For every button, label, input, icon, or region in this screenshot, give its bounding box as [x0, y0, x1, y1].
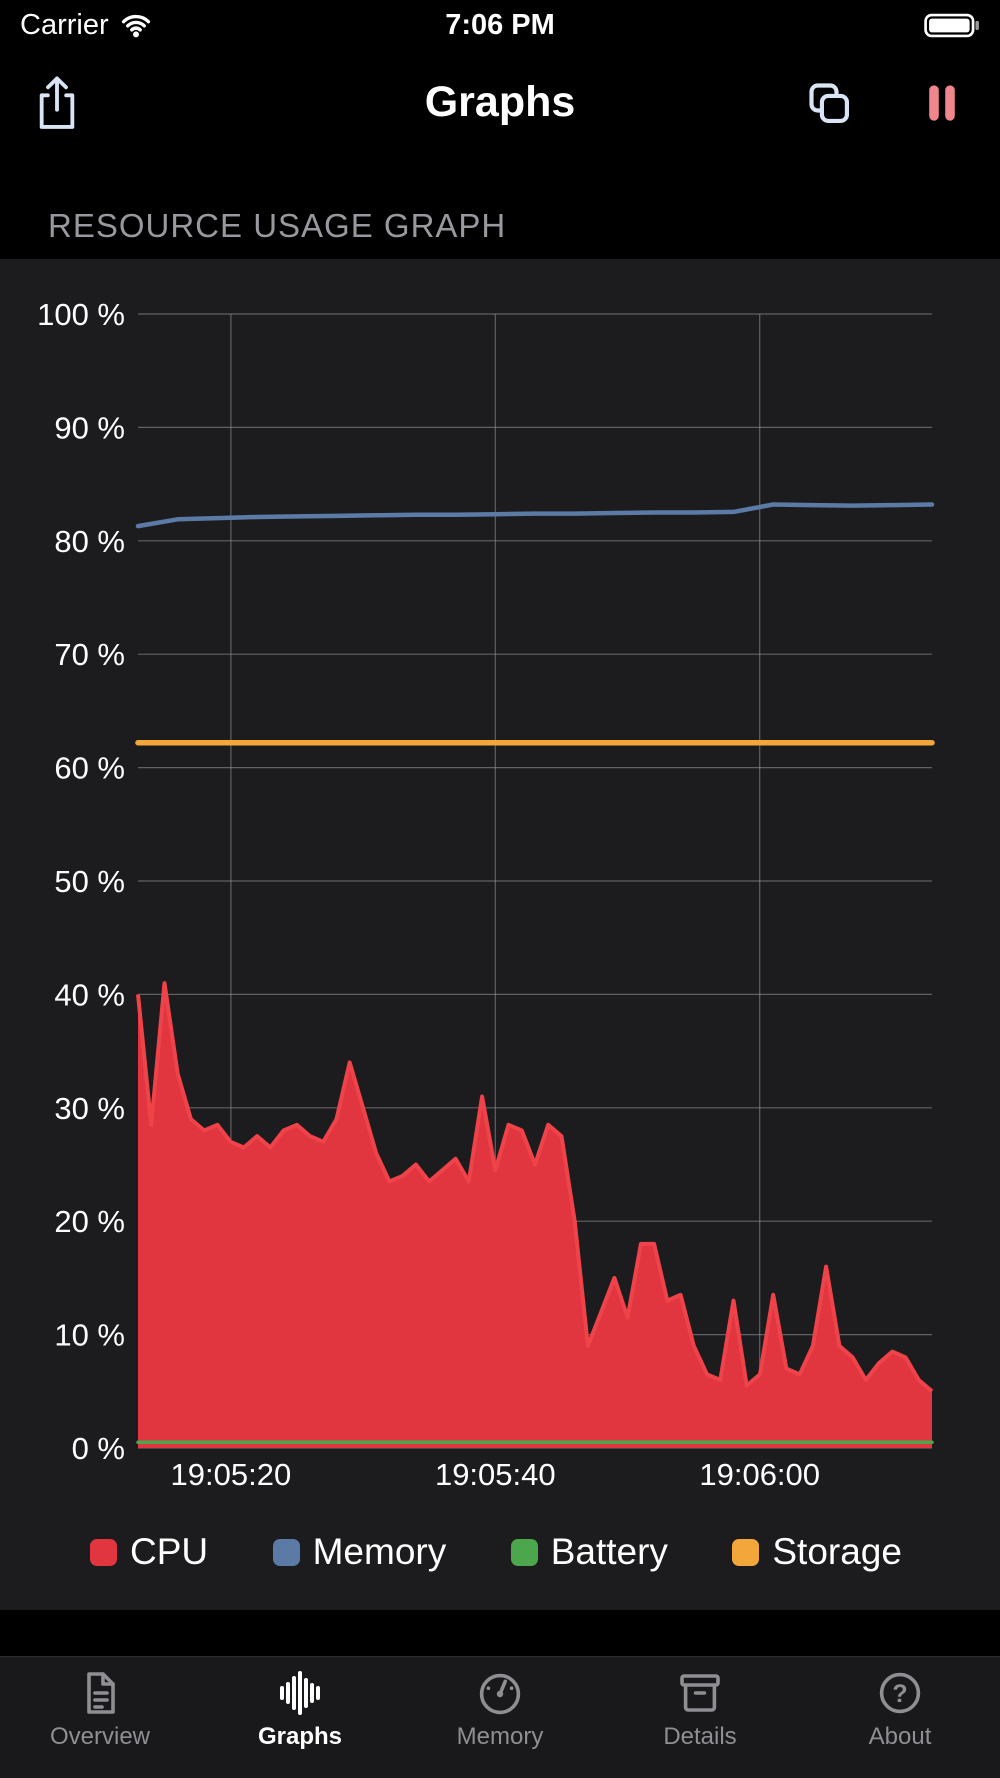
- tab-label-about: About: [868, 1723, 932, 1750]
- series-edge-cpu: [136, 981, 934, 1393]
- svg-text:?: ?: [892, 1680, 907, 1708]
- tab-label-memory: Memory: [456, 1723, 544, 1750]
- tab-label-details: Details: [663, 1723, 737, 1750]
- section-header-row: RESOURCE USAGE GRAPH: [0, 155, 1000, 259]
- y-tick-label: 10 %: [54, 1318, 125, 1353]
- legend-swatch-storage: [732, 1538, 760, 1566]
- y-tick-label: 30 %: [54, 1091, 125, 1126]
- battery-icon: [924, 13, 979, 37]
- tab-details[interactable]: Details: [600, 1657, 800, 1778]
- share-button[interactable]: [34, 74, 80, 132]
- nav-right-buttons: [804, 78, 966, 128]
- tab-label-overview: Overview: [49, 1723, 151, 1750]
- legend-item-memory: Memory: [272, 1531, 447, 1573]
- wifi-icon: [121, 14, 150, 38]
- gauge-icon: [479, 1673, 521, 1715]
- legend-item-storage: Storage: [732, 1531, 902, 1573]
- carrier-label: Carrier: [20, 8, 109, 41]
- section-header: RESOURCE USAGE GRAPH: [48, 207, 507, 244]
- tab-about[interactable]: ? About: [800, 1657, 1000, 1778]
- legend-label: Storage: [772, 1531, 902, 1572]
- x-tick-label: 19:05:40: [435, 1457, 556, 1492]
- pause-icon: [929, 84, 955, 121]
- status-bar: Carrier 7:06 PM: [0, 0, 1000, 50]
- tab-overview[interactable]: Overview: [0, 1657, 200, 1778]
- y-tick-label: 80 %: [54, 524, 125, 559]
- legend-item-battery: Battery: [510, 1531, 668, 1573]
- legend-swatch-cpu: [90, 1538, 117, 1566]
- tab-memory[interactable]: Memory: [400, 1657, 600, 1778]
- legend-swatch-memory: [272, 1538, 300, 1566]
- series-line-memory: [135, 502, 935, 529]
- legend-label: CPU: [130, 1531, 209, 1572]
- share-icon: [39, 76, 75, 129]
- question-circle-icon: ?: [879, 1672, 921, 1714]
- y-tick-label: 70 %: [54, 637, 125, 672]
- y-tick-label: 50 %: [54, 864, 125, 899]
- tab-bar: Overview Graphs Memory: [0, 1656, 1000, 1778]
- y-tick-label: 100 %: [37, 297, 125, 332]
- y-tick-label: 40 %: [54, 977, 125, 1012]
- legend-label: Memory: [312, 1531, 447, 1572]
- copy-button[interactable]: [804, 78, 854, 128]
- resource-usage-card: 100 % 90 % 80 % 70 % 60 % 50 % 40 % 30 % 20 % 10 …: [0, 259, 1000, 1610]
- archivebox-icon: [680, 1674, 720, 1712]
- status-time: 7:06 PM: [445, 9, 555, 41]
- y-tick-label: 0 %: [72, 1431, 125, 1466]
- y-tick-label: 60 %: [54, 751, 125, 786]
- y-tick-label: 90 %: [54, 410, 125, 445]
- x-tick-label: 19:05:20: [171, 1457, 292, 1492]
- resource-usage-chart: 100 % 90 % 80 % 70 % 60 % 50 % 40 % 30 % 20 % 10 …: [37, 297, 935, 1492]
- pause-button[interactable]: [918, 78, 966, 128]
- tab-label-graphs: Graphs: [257, 1723, 343, 1750]
- legend-item-cpu: CPU: [90, 1531, 208, 1573]
- document-icon: [87, 1672, 115, 1714]
- tab-graphs[interactable]: Graphs: [200, 1657, 400, 1778]
- copy-icon: [809, 82, 850, 123]
- chart-legend: CPU Memory Battery Storage: [90, 1531, 902, 1573]
- y-tick-label: 20 %: [54, 1204, 125, 1239]
- x-tick-label: 19:06:00: [699, 1457, 820, 1492]
- legend-label: Battery: [550, 1531, 668, 1572]
- battery-area: [924, 12, 980, 39]
- series-area-cpu: [138, 983, 932, 1448]
- legend-swatch-battery: [510, 1538, 538, 1566]
- waveform-icon: [280, 1671, 320, 1715]
- nav-bar: Graphs: [0, 50, 1000, 155]
- carrier-area: Carrier: [20, 9, 153, 42]
